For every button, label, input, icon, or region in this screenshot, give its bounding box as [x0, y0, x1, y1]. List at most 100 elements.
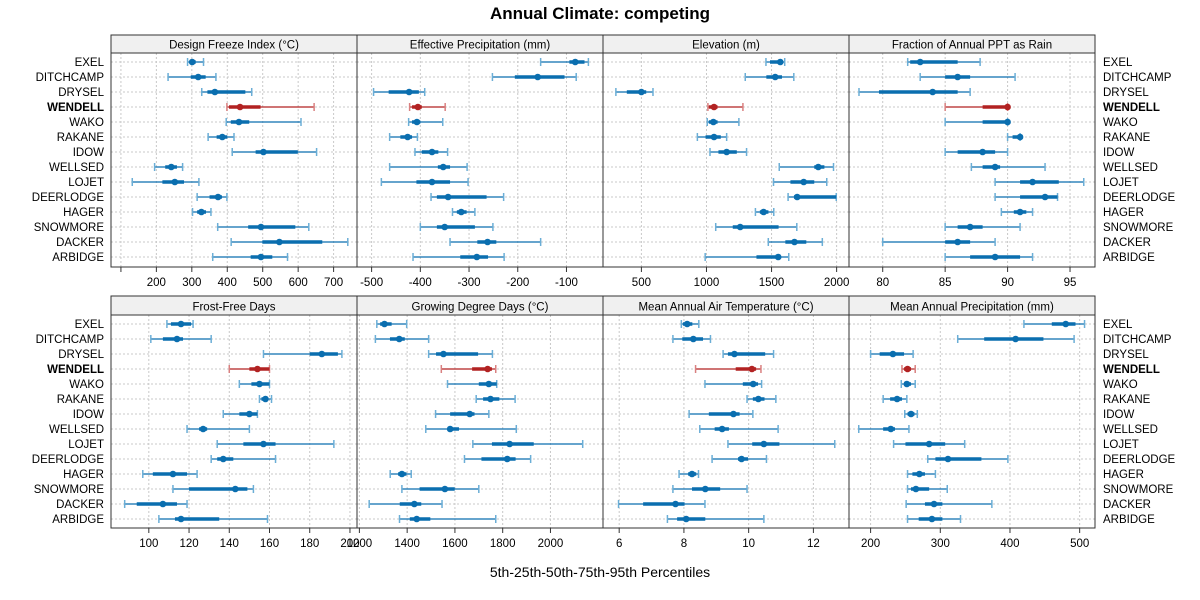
- median-point: [444, 193, 452, 201]
- site-interval: [754, 208, 775, 216]
- median-point: [736, 223, 744, 231]
- site-label-left: IDOW: [73, 147, 104, 159]
- x-tick-label: 160: [260, 538, 279, 550]
- panel: Effective Precipitation (mm) -500 -400 -300…: [356, 34, 604, 289]
- site-interval: [892, 440, 966, 448]
- median-point: [428, 178, 436, 186]
- median-point: [748, 365, 756, 373]
- site-interval: [196, 193, 228, 201]
- median-point: [749, 380, 757, 388]
- median-point: [487, 395, 494, 403]
- site-interval: [926, 455, 1009, 463]
- median-point: [503, 455, 511, 463]
- site-label-left: WAKO: [69, 379, 104, 391]
- median-point: [774, 253, 782, 261]
- site-interval: [150, 335, 212, 343]
- median-point: [211, 88, 219, 96]
- site-label-right: DITCHCAMP: [1103, 72, 1172, 84]
- site-label-left: EXEL: [75, 57, 105, 69]
- median-point: [484, 238, 491, 246]
- median-point: [889, 350, 897, 358]
- median-point: [254, 365, 261, 373]
- panel-frame: [602, 314, 850, 529]
- median-point: [446, 425, 454, 433]
- site-interval: [427, 350, 494, 358]
- site-interval: [704, 253, 790, 261]
- median-point: [439, 163, 447, 171]
- site-label-left: RAKANE: [57, 132, 105, 144]
- site-label-right: WENDELL: [1103, 102, 1160, 114]
- site-interval: [368, 500, 443, 508]
- median-point: [928, 515, 936, 523]
- site-interval: [491, 73, 577, 81]
- site-label-right: DEERLODGE: [1103, 192, 1176, 204]
- site-label-left: DRYSEL: [58, 87, 104, 99]
- median-point: [793, 193, 801, 201]
- x-tick-label: 300: [182, 277, 201, 289]
- site-interval: [186, 58, 205, 66]
- median-point: [413, 118, 421, 126]
- site-interval: [430, 193, 505, 201]
- site-interval: [158, 515, 269, 523]
- median-point: [381, 320, 388, 328]
- site-interval: [228, 365, 271, 373]
- median-point: [198, 208, 205, 216]
- median-point: [235, 118, 243, 126]
- median-point: [710, 103, 718, 111]
- median-point: [718, 425, 726, 433]
- median-point: [188, 58, 196, 66]
- median-point: [571, 58, 579, 66]
- median-point: [214, 193, 222, 201]
- median-point: [904, 365, 911, 373]
- site-interval: [380, 178, 469, 186]
- median-point: [991, 163, 999, 171]
- site-label-right: HAGER: [1103, 207, 1144, 219]
- median-point: [395, 335, 403, 343]
- site-interval: [172, 485, 255, 493]
- x-tick-label: 95: [1064, 277, 1077, 289]
- site-interval: [167, 73, 217, 81]
- site-interval: [905, 500, 993, 508]
- median-point: [638, 88, 645, 96]
- median-point: [814, 163, 822, 171]
- x-tick-label: 8: [681, 538, 687, 550]
- site-interval: [666, 515, 765, 523]
- site-interval: [374, 335, 430, 343]
- panel-frame: [110, 314, 358, 529]
- median-point: [236, 103, 244, 111]
- site-interval: [787, 193, 837, 201]
- median-point: [683, 320, 691, 328]
- median-point: [219, 133, 226, 141]
- site-interval: [906, 58, 981, 66]
- site-interval: [449, 238, 542, 246]
- median-point: [413, 515, 421, 523]
- site-interval: [166, 320, 194, 328]
- median-point: [276, 238, 283, 246]
- x-tick-label: 500: [1070, 538, 1089, 550]
- panel-frame: [356, 314, 604, 529]
- site-label-left: RAKANE: [57, 394, 105, 406]
- x-tick-label: 600: [289, 277, 308, 289]
- site-label-left: DITCHCAMP: [36, 72, 105, 84]
- site-interval: [944, 148, 1009, 156]
- site-interval: [699, 425, 779, 433]
- site-interval: [425, 425, 518, 433]
- site-interval: [123, 500, 188, 508]
- median-point: [682, 515, 690, 523]
- site-interval: [446, 380, 498, 388]
- site-interval: [956, 335, 1075, 343]
- x-tick-label: -500: [360, 277, 383, 289]
- median-point: [760, 440, 768, 448]
- site-label-right: RAKANE: [1103, 132, 1151, 144]
- median-point: [318, 350, 326, 358]
- site-label-right: WAKO: [1103, 379, 1138, 391]
- site-interval: [539, 58, 590, 66]
- site-interval: [412, 253, 505, 261]
- site-interval: [222, 410, 259, 418]
- site-interval: [216, 440, 335, 448]
- site-interval: [419, 223, 494, 231]
- median-point: [484, 365, 491, 373]
- median-point: [903, 380, 911, 388]
- median-point: [991, 253, 999, 261]
- site-interval: [906, 470, 937, 478]
